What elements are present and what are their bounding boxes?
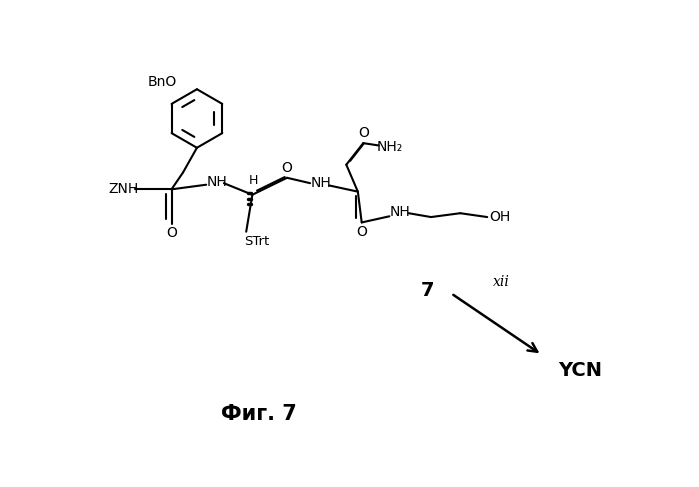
Text: NH: NH: [310, 176, 331, 190]
Text: NH: NH: [390, 205, 410, 219]
Text: BnO: BnO: [147, 75, 177, 89]
Text: YCN: YCN: [559, 361, 603, 380]
Text: O: O: [356, 225, 367, 239]
Text: 7: 7: [421, 281, 435, 300]
Text: xii: xii: [493, 275, 510, 289]
Text: O: O: [166, 226, 177, 240]
Text: STrt: STrt: [245, 235, 270, 248]
Text: NH: NH: [207, 175, 227, 189]
Text: ZNH: ZNH: [108, 182, 139, 196]
Text: Фиг. 7: Фиг. 7: [221, 404, 296, 424]
Text: O: O: [282, 161, 292, 175]
Text: OH: OH: [489, 210, 510, 224]
Text: O: O: [358, 126, 368, 140]
Text: H: H: [250, 174, 259, 187]
Text: NH₂: NH₂: [376, 140, 403, 154]
